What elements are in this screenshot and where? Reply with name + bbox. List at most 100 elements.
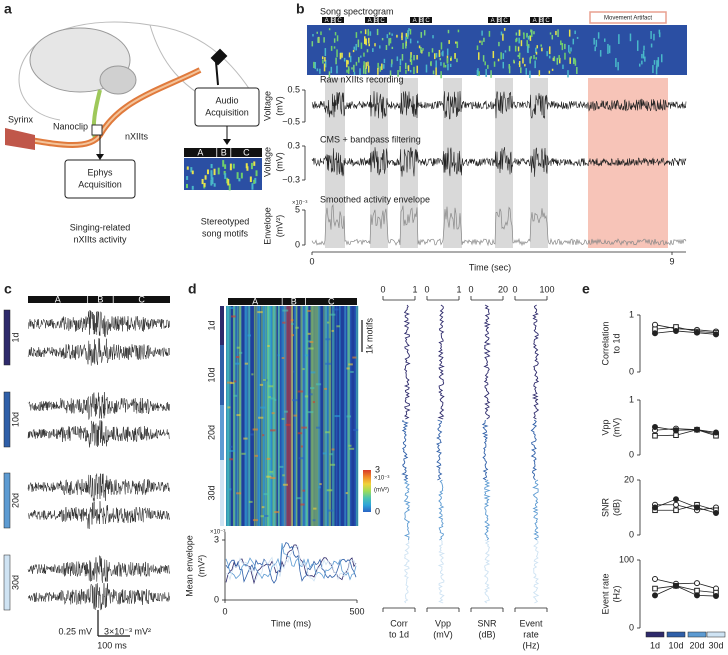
age-bar bbox=[220, 345, 224, 405]
panel-label: b bbox=[296, 1, 305, 17]
heatmap-stripe bbox=[274, 306, 276, 526]
metric-trace bbox=[531, 304, 540, 420]
heatmap-cell bbox=[325, 362, 332, 365]
spectrogram-cell bbox=[617, 62, 619, 71]
heatmap-cell bbox=[273, 398, 277, 401]
heatmap-cell bbox=[230, 382, 235, 385]
spectrogram-cell bbox=[226, 177, 229, 184]
exponent: ×10⁻³ bbox=[374, 476, 389, 482]
ephys-text: Acquisition bbox=[78, 179, 122, 189]
syrinx-label: Syrinx bbox=[8, 114, 34, 124]
song-band bbox=[495, 78, 513, 248]
spectrogram-cell bbox=[508, 65, 511, 74]
heatmap-stripe bbox=[343, 306, 347, 526]
motif-label: A bbox=[413, 18, 417, 24]
spectrogram-cell bbox=[388, 32, 391, 35]
heatmap-cell bbox=[279, 465, 284, 468]
spectrogram-cell bbox=[534, 60, 536, 69]
heatmap-cell bbox=[350, 370, 354, 373]
motif-label: B bbox=[331, 18, 335, 24]
motif-label: A bbox=[197, 147, 203, 157]
heatmap-cell bbox=[293, 370, 296, 373]
spectrogram-cell bbox=[418, 45, 421, 49]
spectrogram-cell bbox=[518, 52, 521, 55]
spectrogram-cell bbox=[210, 173, 213, 180]
metric-trace bbox=[437, 539, 446, 604]
heatmap-cell bbox=[346, 367, 350, 370]
mean-envelope-trace bbox=[225, 544, 357, 585]
age-label: 1d bbox=[650, 640, 660, 650]
spectrogram-cell bbox=[213, 183, 216, 187]
spectrogram-cell bbox=[502, 61, 505, 69]
spectrogram-cell bbox=[223, 170, 226, 175]
data-point bbox=[673, 496, 679, 503]
spectrogram-cell bbox=[355, 61, 358, 66]
spectrogram-cell bbox=[391, 59, 393, 65]
spectrogram-cell bbox=[432, 35, 434, 39]
motif-label: C bbox=[337, 18, 342, 24]
spectrogram-cell bbox=[535, 51, 538, 55]
metric-tick-label: 1 bbox=[412, 284, 417, 294]
heatmap-cell bbox=[300, 503, 305, 506]
spectrogram-cell bbox=[518, 61, 521, 68]
spectrogram-cell bbox=[652, 65, 654, 74]
spectrogram-cell bbox=[518, 37, 520, 44]
y-tick-label: 0.3 bbox=[287, 140, 300, 150]
motif-label: B bbox=[374, 18, 378, 24]
spectrogram-cell bbox=[551, 68, 554, 71]
spectrogram-cell bbox=[454, 53, 456, 59]
metric-trace bbox=[403, 539, 410, 604]
heatmap-cell bbox=[349, 447, 355, 450]
heatmap-cell bbox=[261, 506, 265, 509]
spectrogram-cell bbox=[323, 63, 326, 72]
spectrogram-cell bbox=[204, 175, 207, 180]
spectrogram-cell bbox=[526, 33, 528, 38]
spectrogram-cell bbox=[490, 70, 492, 78]
spectrogram-cell bbox=[324, 48, 327, 57]
heatmap-stripe bbox=[229, 306, 231, 526]
heatmap-stripe bbox=[257, 306, 259, 526]
y-label: Vpp bbox=[600, 419, 610, 435]
heatmap-cell bbox=[236, 492, 242, 495]
neural-trace bbox=[27, 500, 170, 529]
spectrogram-cell bbox=[529, 57, 531, 64]
spectrogram-cell bbox=[560, 40, 562, 46]
spectrogram-cell bbox=[430, 62, 432, 66]
spectrogram-cell bbox=[476, 45, 479, 50]
spectrogram-cell bbox=[386, 34, 389, 39]
heatmap-cell bbox=[346, 415, 352, 418]
spectrogram-cell bbox=[323, 37, 325, 43]
spectrogram-cell bbox=[364, 29, 367, 35]
spectrogram-cell bbox=[595, 39, 598, 47]
heatmap-cell bbox=[233, 394, 238, 397]
spectrogram-cell bbox=[367, 61, 369, 67]
motif-label: B bbox=[419, 18, 423, 24]
heatmap-cell bbox=[263, 493, 269, 496]
spectrogram-cell bbox=[346, 69, 348, 73]
data-point bbox=[694, 329, 700, 336]
heatmap-cell bbox=[269, 470, 274, 473]
heatmap-cell bbox=[352, 356, 357, 359]
neural-trace bbox=[27, 473, 170, 502]
spectrogram-cell bbox=[383, 58, 386, 64]
spectrogram-cell bbox=[508, 45, 511, 52]
exponent: ×10⁻³ bbox=[292, 201, 307, 207]
y-label: Voltage bbox=[262, 147, 272, 177]
age-label: 20d bbox=[10, 493, 20, 508]
spectrogram-cell bbox=[541, 47, 543, 52]
spectrogram-cell bbox=[572, 38, 575, 45]
spectrogram-cell bbox=[203, 182, 206, 187]
spectrogram-cell bbox=[515, 38, 517, 43]
heatmap-cell bbox=[322, 452, 327, 455]
spectrogram-cell bbox=[353, 46, 356, 50]
spectrogram-cell bbox=[530, 29, 533, 35]
age-bar bbox=[220, 405, 224, 460]
data-point bbox=[673, 501, 679, 508]
series-line bbox=[654, 426, 717, 433]
spectrogram-cell bbox=[364, 36, 366, 45]
heatmap-cell bbox=[302, 368, 305, 371]
heatmap-stripe bbox=[310, 306, 313, 526]
heatmap-cell bbox=[307, 411, 314, 414]
heatmap-cell bbox=[281, 417, 285, 420]
data-point bbox=[713, 593, 719, 600]
